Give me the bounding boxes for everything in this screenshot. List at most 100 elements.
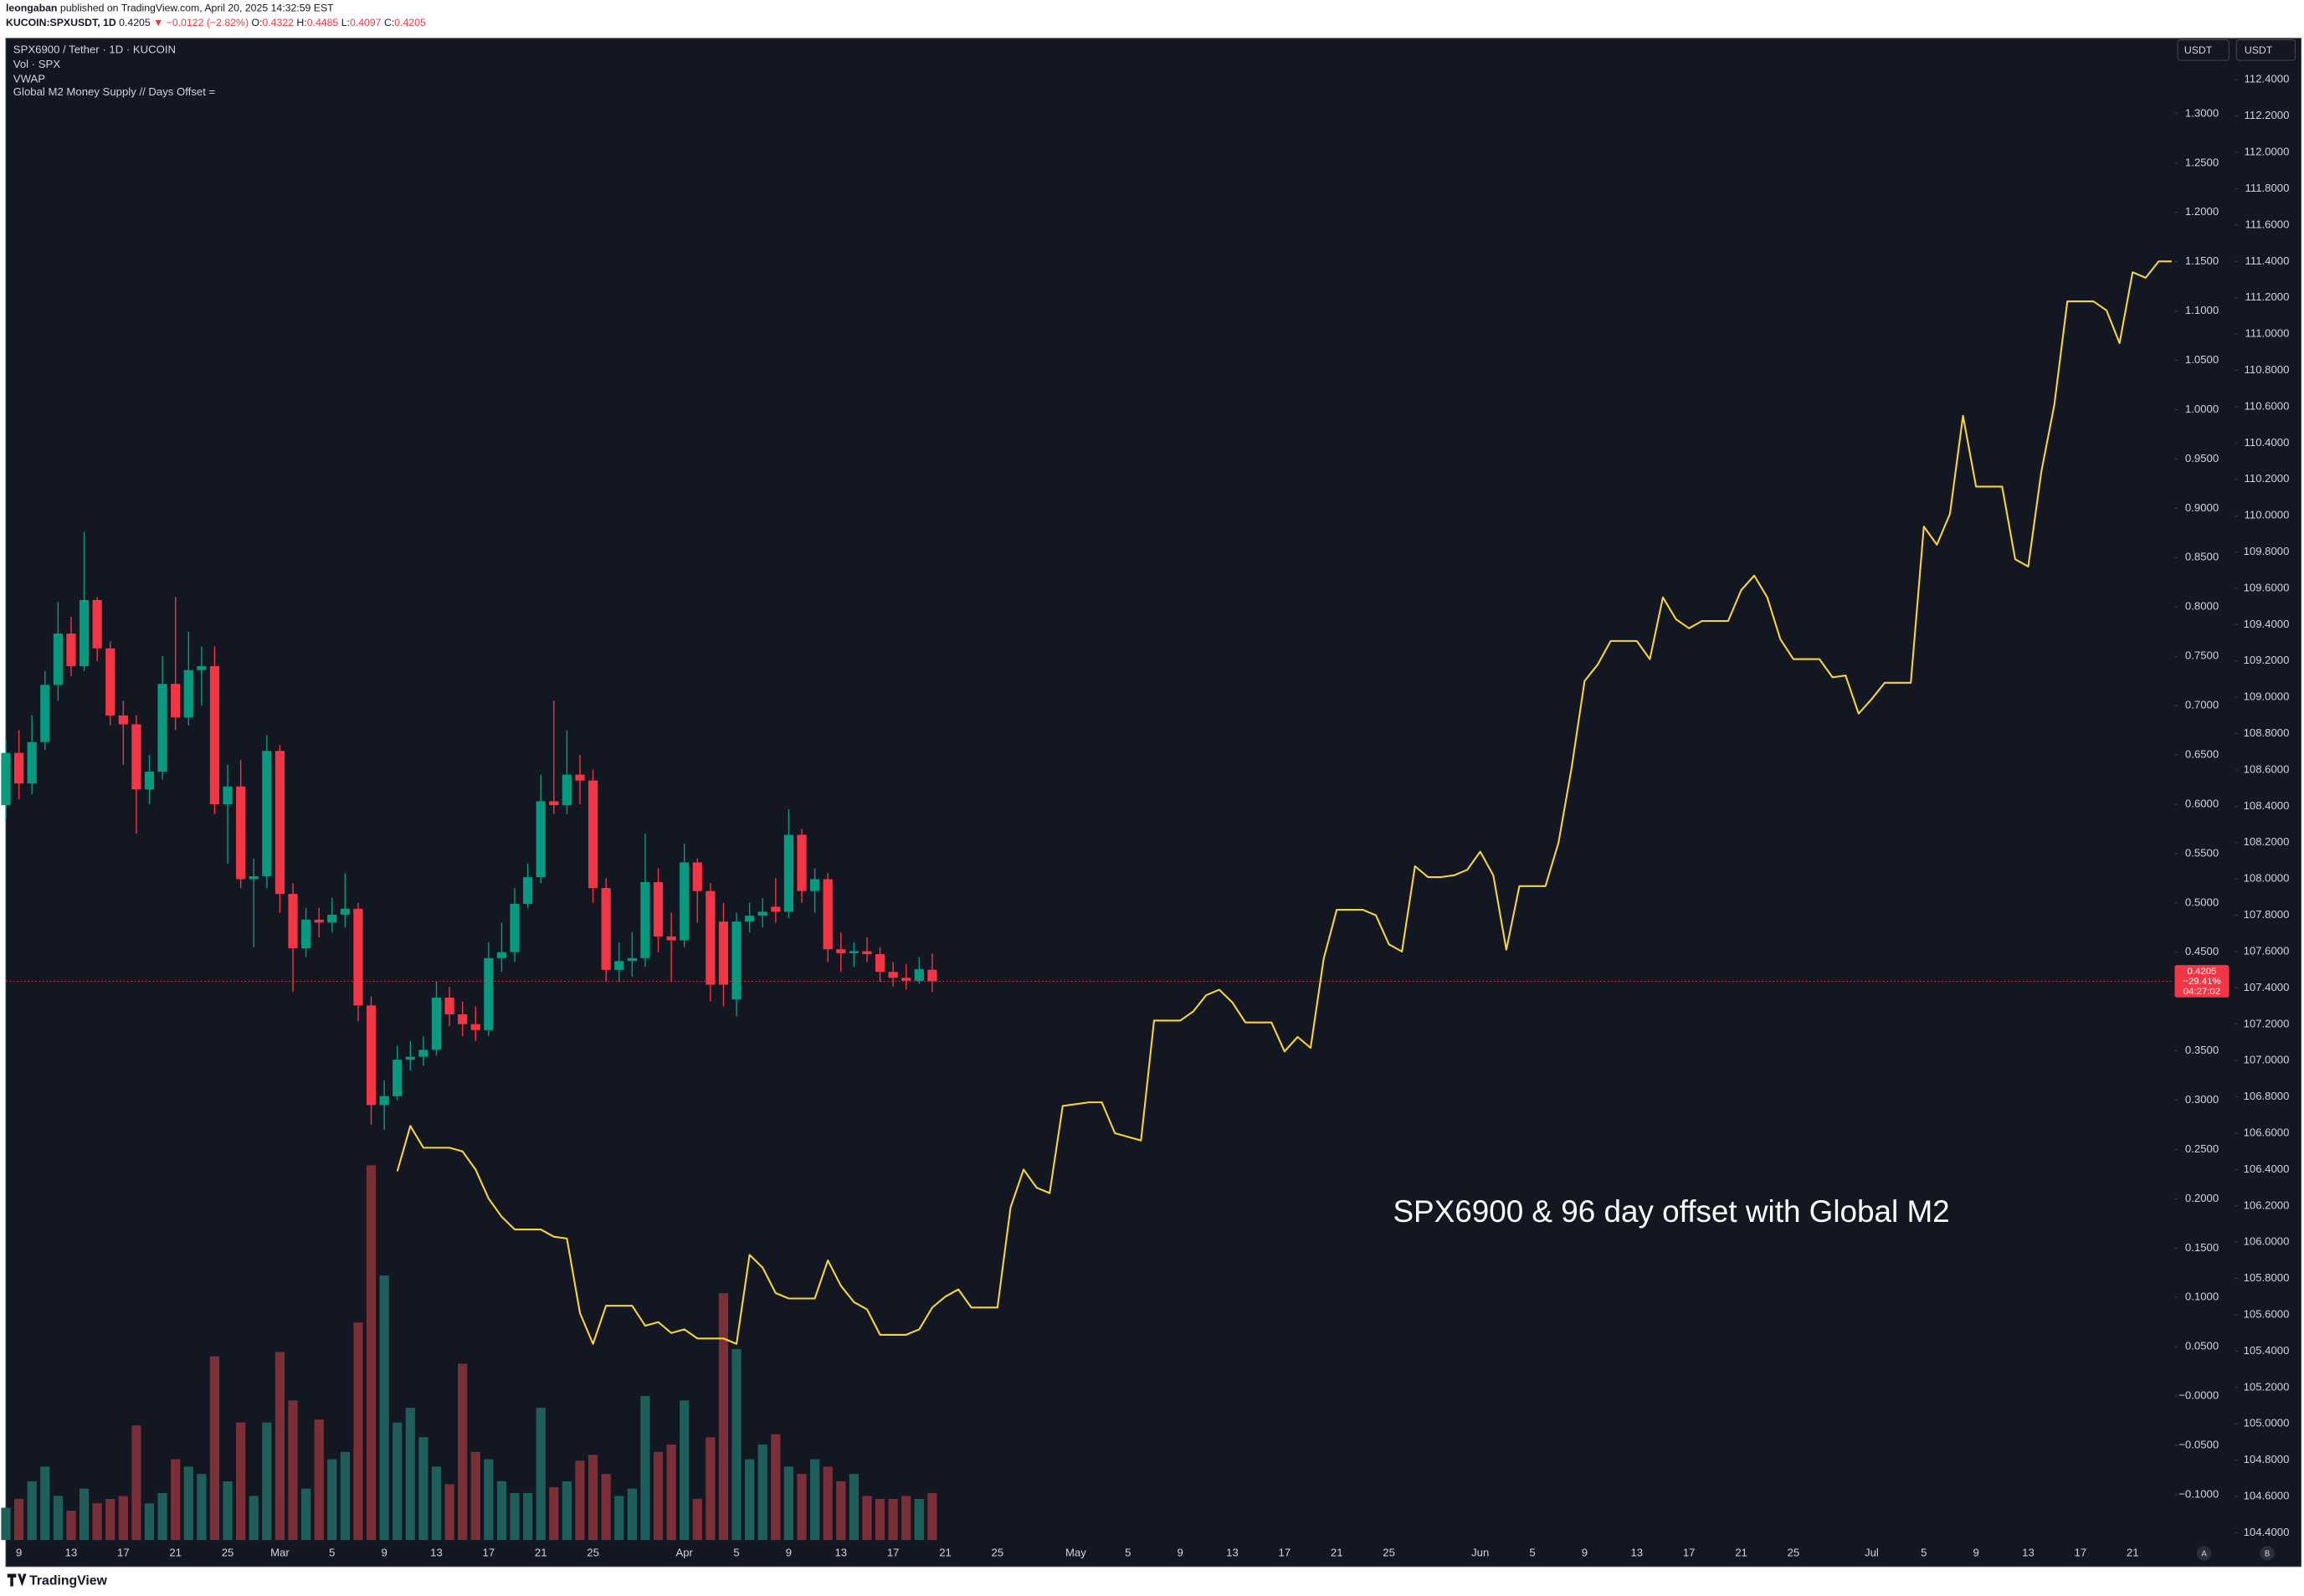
y-tick-label: −0.1000 — [2178, 1487, 2219, 1500]
candle-body — [809, 879, 820, 891]
x-tick-label: May — [1065, 1546, 1086, 1558]
volume-bar — [797, 1474, 807, 1541]
volume-bar — [836, 1481, 846, 1541]
y2-tick-label: 106.6000 — [2244, 1126, 2290, 1138]
y2-tick-label: 107.6000 — [2244, 944, 2290, 957]
y2-tick-label: 107.0000 — [2244, 1054, 2290, 1066]
volume-bar — [536, 1408, 546, 1541]
y-tick-label: 0.1000 — [2185, 1291, 2219, 1303]
x-tick-label: 21 — [169, 1546, 182, 1558]
y-tick-label: 1.0000 — [2185, 403, 2219, 415]
ohlc-key: H: — [296, 17, 306, 28]
volume-bar — [157, 1492, 167, 1541]
candle-body — [379, 1096, 389, 1106]
ohlc-key: O: — [251, 17, 262, 28]
corner-button-label[interactable]: A — [2201, 1549, 2207, 1558]
corner-button-label[interactable]: B — [2265, 1549, 2270, 1558]
x-tick-label: 5 — [329, 1546, 335, 1558]
brand[interactable]: TradingView — [29, 1573, 107, 1588]
candle-body — [797, 834, 807, 891]
candle-body — [249, 875, 259, 880]
y2-tick-label: 111.6000 — [2245, 218, 2290, 230]
y-tick-label: 0.7000 — [2185, 699, 2219, 711]
candle-body — [601, 888, 611, 970]
legend-entry[interactable]: SPX6900 / Tether · 1D · KUCOIN — [13, 43, 176, 55]
x-tick-label: 17 — [117, 1546, 130, 1558]
volume-bar — [927, 1492, 937, 1541]
candle-body — [131, 724, 141, 790]
volume-bar — [783, 1466, 794, 1541]
candle-body — [484, 957, 494, 1030]
candle-body — [562, 774, 572, 806]
legend-entry[interactable]: VWAP — [13, 72, 45, 85]
m2-line — [396, 260, 2172, 1345]
last-price-box — [2174, 965, 2230, 998]
volume-bar — [745, 1459, 755, 1541]
brand-logo[interactable] — [7, 1573, 27, 1587]
candle-body — [783, 834, 794, 912]
y-tick-label: 1.2500 — [2185, 156, 2219, 168]
y-tick-label: 0.6500 — [2185, 747, 2219, 760]
y2-tick-label: 112.2000 — [2245, 109, 2290, 121]
y2-tick-label: 111.0000 — [2245, 327, 2290, 340]
x-tick-label: 25 — [587, 1546, 599, 1558]
candle-body — [366, 1005, 377, 1106]
x-tick-label: 9 — [786, 1546, 792, 1558]
corner-button[interactable] — [2196, 1546, 2212, 1561]
candle-body — [444, 997, 454, 1014]
candle-body — [144, 772, 155, 790]
annotation: SPX6900 & 96 day offset with Global M2 — [1393, 1194, 1949, 1229]
scale-button[interactable] — [2235, 39, 2296, 61]
volume-bar — [223, 1481, 233, 1541]
corner-button[interactable] — [2260, 1546, 2275, 1561]
candle-body — [588, 780, 598, 889]
y-tick-label: 0.4500 — [2185, 945, 2219, 957]
volume-bar — [431, 1466, 442, 1541]
scale-button-label[interactable]: USDT — [2245, 44, 2273, 56]
candle-body — [849, 951, 859, 953]
candle-body — [1, 752, 11, 806]
y2-tick-label: 110.4000 — [2245, 436, 2290, 449]
y2-tick-label: 109.2000 — [2244, 654, 2290, 666]
x-tick-label: 5 — [1125, 1546, 1131, 1558]
candle-body — [666, 936, 676, 941]
y2-tick-label: 111.8000 — [2245, 182, 2290, 194]
ohlc-value: 0.4322 — [262, 17, 294, 28]
volume-bar — [470, 1451, 480, 1541]
legend-entry[interactable]: Vol · SPX — [13, 58, 61, 70]
volume-bar — [823, 1466, 833, 1541]
scale-button-label[interactable]: USDT — [2184, 44, 2213, 56]
x-tick-label: 17 — [1683, 1546, 1696, 1558]
ohlc-value: 0.4097 — [350, 17, 382, 28]
y2-tick-label: 109.4000 — [2244, 618, 2290, 630]
candle-body — [614, 961, 624, 970]
candle-body — [66, 634, 76, 666]
volume-bar — [718, 1293, 729, 1541]
volume-bar — [79, 1488, 90, 1541]
volume-bar — [862, 1496, 872, 1541]
candle-body — [458, 1014, 468, 1024]
scale-button[interactable] — [2177, 39, 2230, 61]
y-tick-label: 0.3000 — [2185, 1093, 2219, 1106]
y-tick-label: 0.9500 — [2185, 452, 2219, 464]
volume-bar — [601, 1474, 611, 1541]
y2-tick-label: 112.0000 — [2245, 146, 2290, 158]
x-tick-label: Jul — [1865, 1546, 1879, 1558]
candle-body — [236, 786, 246, 880]
y2-tick-label: 106.0000 — [2244, 1235, 2290, 1248]
legend-entry[interactable]: Global M2 Money Supply // Days Offset = — [13, 85, 216, 98]
y2-tick-label: 105.6000 — [2244, 1308, 2290, 1321]
candle-body — [510, 903, 520, 952]
volume-bar — [418, 1437, 428, 1541]
y-tick-label: 0.6000 — [2185, 797, 2219, 809]
volume-bar — [614, 1496, 624, 1541]
candle-body — [223, 786, 233, 804]
y2-tick-label: 105.8000 — [2244, 1271, 2290, 1284]
volume-bar — [444, 1484, 454, 1541]
candle-body — [718, 921, 729, 985]
candle-body — [405, 1056, 415, 1060]
volume-bar — [1, 1507, 11, 1541]
ohlc-key: C: — [384, 17, 394, 28]
volume-bar — [640, 1396, 650, 1541]
volume-bar — [588, 1455, 598, 1541]
